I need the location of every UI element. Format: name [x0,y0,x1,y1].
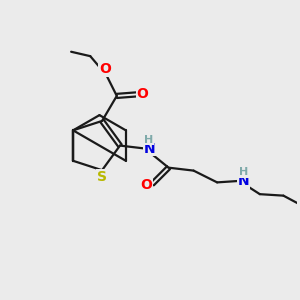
Text: O: O [140,178,152,192]
Text: N: N [238,174,249,188]
Text: H: H [239,167,248,177]
Text: O: O [136,87,148,101]
Text: N: N [143,142,155,155]
Text: H: H [145,135,154,145]
Text: O: O [99,62,111,76]
Text: S: S [97,170,107,184]
